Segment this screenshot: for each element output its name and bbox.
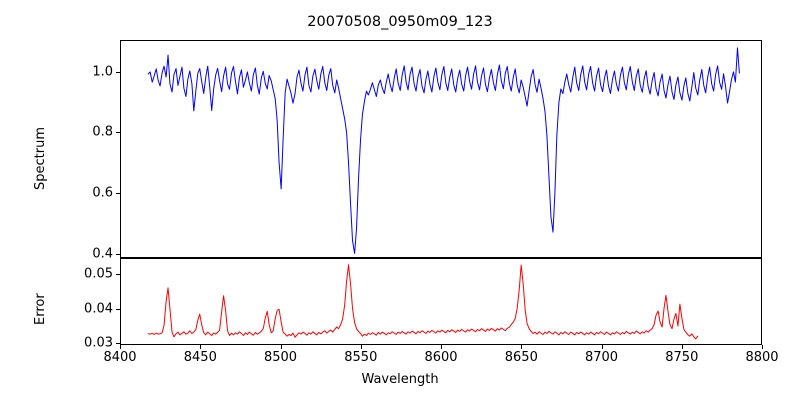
y-tick-mark-top-1	[116, 71, 120, 73]
y-tick-label-top-0.4: 0.4	[92, 246, 113, 261]
x-tick-label-8600: 8600	[424, 350, 458, 365]
y-tick-label-top-0.8: 0.8	[92, 124, 113, 140]
error-plot-panel	[120, 258, 762, 345]
x-tick-mark-8700	[601, 345, 603, 349]
x-tick-mark-8550	[360, 345, 362, 349]
y-tick-mark-bottom-0.05	[116, 273, 120, 275]
x-tick-label-8500: 8500	[263, 350, 298, 365]
y-tick-label-bottom-0.03: 0.03	[84, 335, 113, 351]
x-tick-label-8400: 8400	[103, 350, 137, 365]
x-tick-mark-8750	[681, 345, 683, 349]
y-tick-label-bottom-0.05: 0.05	[84, 266, 113, 282]
x-tick-label-8450: 8450	[183, 350, 217, 365]
spectrum-line-chart	[121, 41, 761, 257]
y-axis-label-spectrum: Spectrum	[33, 127, 48, 190]
y-tick-mark-bottom-0.03	[116, 343, 120, 345]
x-tick-label-8800: 8800	[745, 350, 779, 365]
y-tick-label-top-0.6: 0.6	[92, 185, 113, 201]
spectrum-data-line	[148, 48, 739, 254]
x-tick-mark-8500	[280, 345, 282, 349]
x-tick-label-8550: 8550	[344, 350, 378, 365]
figure-title: 20070508_0950m09_123	[307, 14, 493, 30]
x-tick-mark-8600	[441, 345, 443, 349]
y-tick-mark-top-0.8	[116, 132, 120, 134]
y-tick-label-top-1: 1.0	[92, 64, 113, 80]
y-tick-label-bottom-0.04: 0.04	[84, 301, 113, 316]
x-tick-mark-8800	[762, 345, 764, 349]
x-tick-label-8700: 8700	[584, 350, 619, 365]
y-axis-label-error: Error	[33, 293, 48, 325]
x-tick-mark-8650	[521, 345, 523, 349]
y-tick-mark-top-0.4	[116, 253, 120, 255]
y-tick-mark-top-0.6	[116, 192, 120, 195]
x-tick-mark-8450	[200, 345, 202, 349]
spectrum-plot-panel	[120, 40, 762, 258]
x-tick-mark-8400	[120, 345, 122, 349]
error-data-line	[148, 265, 698, 339]
y-tick-mark-bottom-0.04	[116, 308, 120, 310]
x-tick-label-8750: 8750	[665, 350, 699, 365]
x-axis-label: Wavelength	[361, 372, 439, 387]
error-line-chart	[121, 259, 761, 344]
x-tick-label-8650: 8650	[504, 350, 538, 365]
